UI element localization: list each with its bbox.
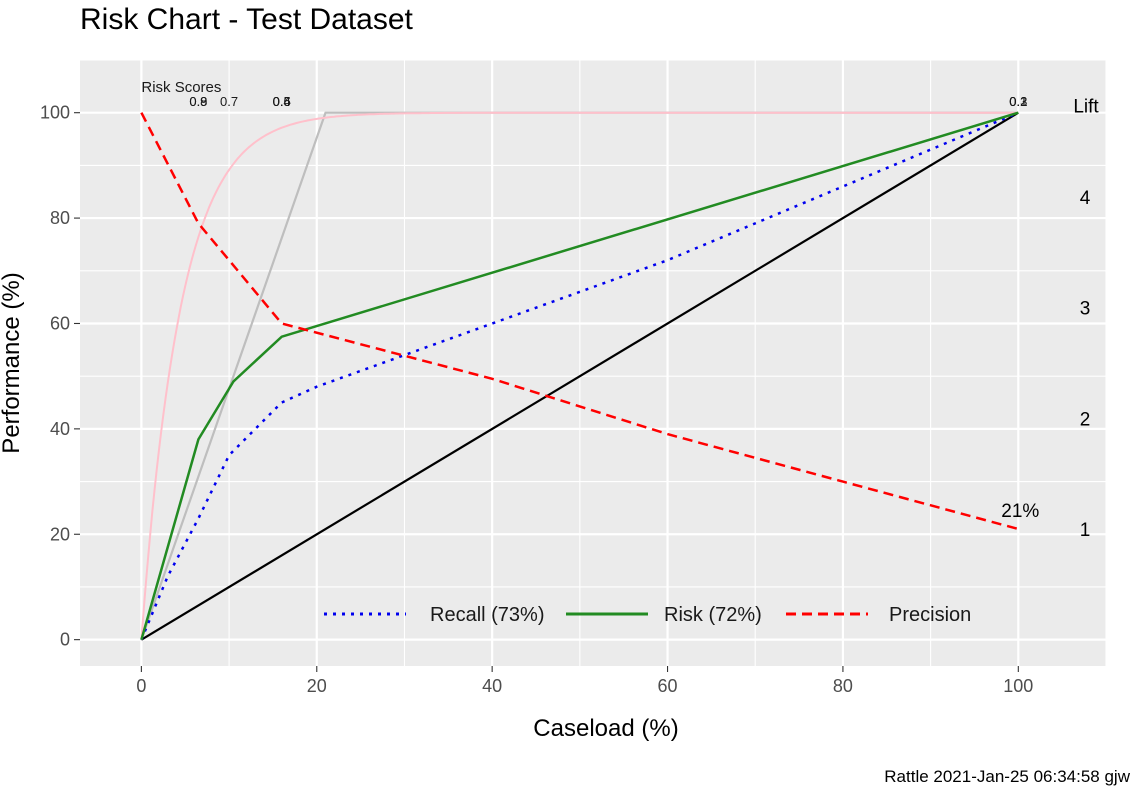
diagonal-line bbox=[140, 111, 1019, 641]
legend: Recall (73%) Risk (72%) Precision bbox=[324, 604, 971, 626]
precision-end-label: 21% bbox=[1001, 501, 1039, 522]
y-tick-label: 40 bbox=[50, 419, 70, 439]
legend-label-precision: Precision bbox=[889, 604, 971, 626]
risk-score-label: 0.1 bbox=[1009, 94, 1027, 109]
minor-gridlines bbox=[80, 59, 1107, 666]
risk-score-label: 0.5 bbox=[273, 94, 291, 109]
caption: Rattle 2021-Jan-25 06:34:58 gjw bbox=[884, 767, 1130, 786]
risk-score-label: 0.3 bbox=[1009, 94, 1027, 109]
y-axis-title: Performance (%) bbox=[0, 272, 25, 453]
risk-score-label: 0.6 bbox=[273, 94, 291, 109]
y-tick-label: 100 bbox=[40, 103, 70, 123]
risk-score-label: 0.9 bbox=[189, 94, 207, 109]
series-lines bbox=[140, 111, 1019, 641]
legend-label-risk: Risk (72%) bbox=[664, 604, 762, 626]
legend-label-recall: Recall (73%) bbox=[430, 604, 544, 626]
risk-line bbox=[140, 111, 1019, 641]
risk-score-label: 0.8 bbox=[189, 94, 207, 109]
risk-score-label: 0.7 bbox=[220, 94, 238, 109]
lift-axis-title: Lift bbox=[1073, 97, 1099, 118]
y-tick-label: 0 bbox=[60, 630, 70, 650]
lift-curve-line bbox=[140, 111, 1019, 640]
x-axis-title: Caseload (%) bbox=[533, 715, 678, 742]
precision-line bbox=[140, 112, 1019, 531]
x-tick-label: 80 bbox=[833, 676, 853, 696]
x-tick-label: 60 bbox=[658, 676, 678, 696]
y-tick-label: 80 bbox=[50, 208, 70, 228]
lift-tick-label: 1 bbox=[1080, 520, 1091, 541]
risk-scores-label: Risk Scores bbox=[141, 79, 221, 96]
x-tick-label: 100 bbox=[1003, 676, 1033, 696]
y-tick-label: 60 bbox=[50, 313, 70, 333]
x-tick-label: 0 bbox=[136, 676, 146, 696]
x-tick-label: 20 bbox=[307, 676, 327, 696]
lift-tick-label: 2 bbox=[1080, 409, 1091, 430]
plot-panel bbox=[80, 60, 1106, 666]
chart-title: Risk Chart - Test Dataset bbox=[80, 3, 414, 36]
y-tick-label: 20 bbox=[50, 524, 70, 544]
lift-tick-label: 3 bbox=[1080, 299, 1091, 320]
recall-line bbox=[140, 111, 1019, 641]
lift-tick-label: 4 bbox=[1080, 188, 1091, 209]
risk-score-label: 0.4 bbox=[273, 94, 291, 109]
risk-score-label: 0.2 bbox=[1009, 94, 1027, 109]
x-tick-label: 40 bbox=[482, 676, 502, 696]
axes: 0 20 40 60 80 100 0 20 40 60 80 100 bbox=[40, 103, 1033, 696]
major-gridlines bbox=[80, 60, 1106, 666]
